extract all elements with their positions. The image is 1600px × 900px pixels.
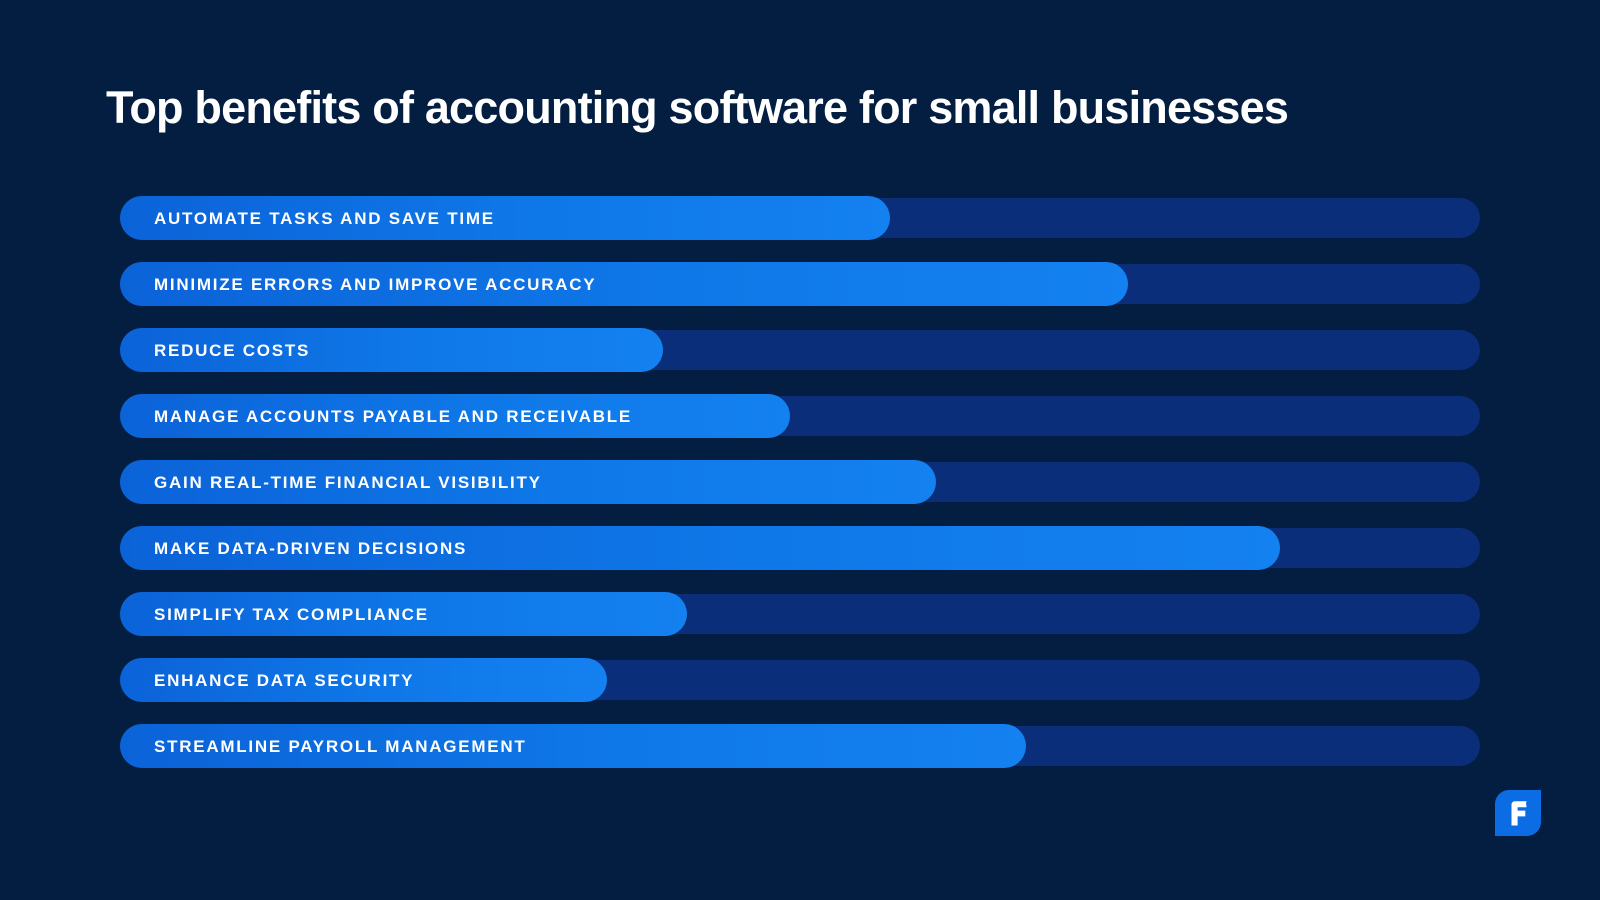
benefit-bar-row: MAKE DATA-DRIVEN DECISIONS (120, 526, 1480, 570)
benefit-bar-fill: SIMPLIFY TAX COMPLIANCE (120, 592, 688, 636)
benefit-bar-row: MANAGE ACCOUNTS PAYABLE AND RECEIVABLE (120, 394, 1480, 438)
benefit-bar-label: REDUCE COSTS (154, 340, 311, 360)
benefit-bar-row: ENHANCE DATA SECURITY (120, 658, 1480, 702)
benefit-bar-fill: STREAMLINE PAYROLL MANAGEMENT (120, 724, 1026, 768)
benefit-bar-row: REDUCE COSTS (120, 328, 1480, 372)
benefit-bar-row: AUTOMATE TASKS AND SAVE TIME (120, 196, 1480, 240)
benefit-bar-fill: MANAGE ACCOUNTS PAYABLE AND RECEIVABLE (120, 394, 791, 438)
benefit-bar-label: AUTOMATE TASKS AND SAVE TIME (154, 208, 495, 228)
benefit-bar-label: STREAMLINE PAYROLL MANAGEMENT (154, 736, 527, 756)
benefits-bar-chart: AUTOMATE TASKS AND SAVE TIME MINIMIZE ERR… (120, 196, 1480, 768)
benefit-bar-row: SIMPLIFY TAX COMPLIANCE (120, 592, 1480, 636)
benefit-bar-row: MINIMIZE ERRORS AND IMPROVE ACCURACY (120, 262, 1480, 306)
freshbooks-logo (1495, 790, 1541, 836)
benefit-bar-fill: REDUCE COSTS (120, 328, 663, 372)
benefit-bar-label: GAIN REAL-TIME FINANCIAL VISIBILITY (154, 472, 542, 492)
benefit-bar-label: MANAGE ACCOUNTS PAYABLE AND RECEIVABLE (154, 406, 633, 426)
benefit-bar-label: ENHANCE DATA SECURITY (154, 670, 415, 690)
benefit-bar-row: STREAMLINE PAYROLL MANAGEMENT (120, 724, 1480, 768)
benefit-bar-fill: GAIN REAL-TIME FINANCIAL VISIBILITY (120, 460, 936, 504)
benefit-bar-fill: ENHANCE DATA SECURITY (120, 658, 607, 702)
benefit-bar-label: SIMPLIFY TAX COMPLIANCE (154, 604, 429, 624)
benefit-bar-row: GAIN REAL-TIME FINANCIAL VISIBILITY (120, 460, 1480, 504)
page-title: Top benefits of accounting software for … (106, 82, 1289, 133)
benefit-bar-fill: AUTOMATE TASKS AND SAVE TIME (120, 196, 890, 240)
benefit-bar-fill: MAKE DATA-DRIVEN DECISIONS (120, 526, 1281, 570)
benefit-bar-label: MAKE DATA-DRIVEN DECISIONS (154, 538, 468, 558)
benefit-bar-label: MINIMIZE ERRORS AND IMPROVE ACCURACY (154, 274, 597, 294)
benefit-bar-fill: MINIMIZE ERRORS AND IMPROVE ACCURACY (120, 262, 1128, 306)
